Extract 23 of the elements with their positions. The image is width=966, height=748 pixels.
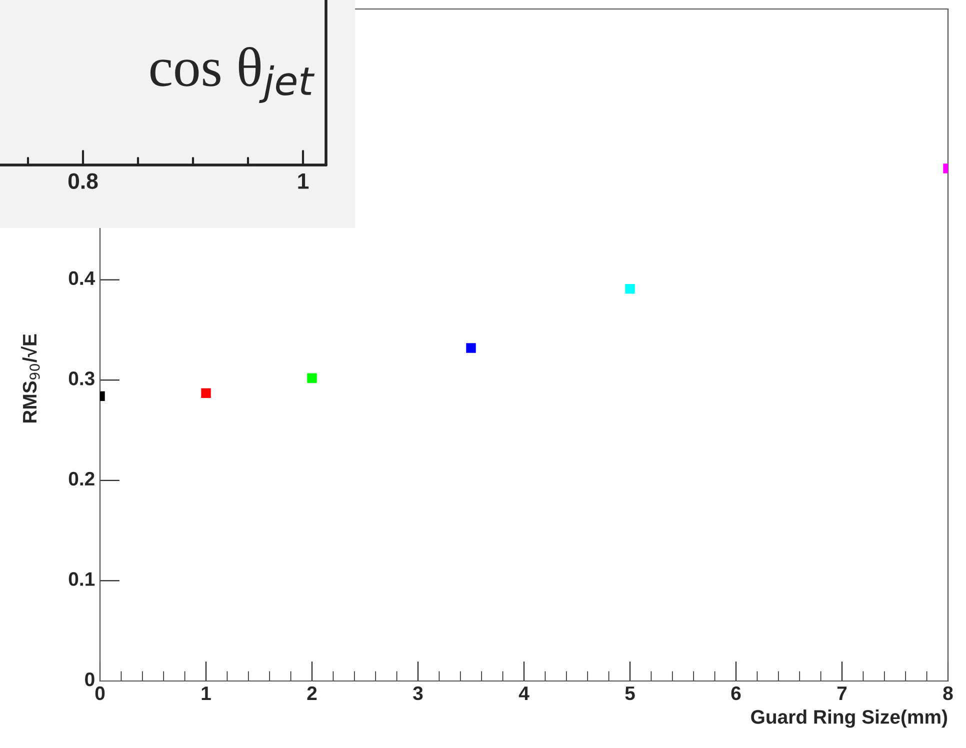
text: 0.8 xyxy=(68,173,98,189)
x-axis-title: Guard Ring Size(mm) xyxy=(751,710,948,728)
point xyxy=(307,373,317,383)
x-tick-label: 8 xyxy=(943,686,953,700)
x-tick-label: 5 xyxy=(625,686,635,700)
y-tick-label: 0.2 xyxy=(68,472,94,486)
y-tick-label: 0.3 xyxy=(68,372,94,386)
point xyxy=(466,343,476,353)
x-tick-label: 4 xyxy=(518,686,530,700)
y-tick-label: 0.1 xyxy=(68,572,95,586)
point xyxy=(201,388,211,398)
y-tick-label: 0 xyxy=(85,672,94,686)
y-tick-label: 0.4 xyxy=(68,271,96,286)
annotation: 1 xyxy=(298,173,309,189)
y-axis-title: RMS$_{90}$/√E xyxy=(21,334,40,423)
x-tick-label: 1 xyxy=(202,686,211,700)
x-tick-label: 2 xyxy=(307,686,317,700)
x-tick-label: 7 xyxy=(837,686,847,700)
annotation: cos θ$_{jet}$ xyxy=(150,46,315,103)
x-tick-label: 6 xyxy=(731,686,741,700)
x-tick-label: 0 xyxy=(95,686,105,700)
x-tick-label: 3 xyxy=(413,686,423,700)
point xyxy=(625,284,635,294)
